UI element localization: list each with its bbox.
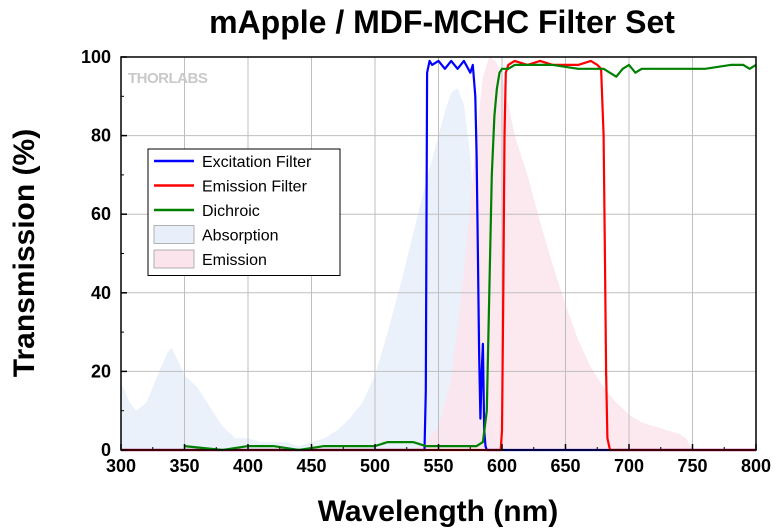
x-tick-label: 800: [741, 456, 771, 476]
y-tick-label: 80: [91, 126, 111, 146]
x-tick-label: 400: [233, 456, 263, 476]
y-tick-label: 20: [91, 361, 111, 381]
x-tick-label: 700: [614, 456, 644, 476]
emission-filter-line: [121, 59, 756, 452]
y-tick-label: 60: [91, 204, 111, 224]
x-tick-label: 750: [677, 456, 707, 476]
y-tick-label: 0: [101, 440, 111, 460]
x-tick-label: 300: [106, 456, 136, 476]
legend-swatch-emission: [153, 249, 195, 269]
x-tick-label: 500: [360, 456, 390, 476]
excitation-filter-line: [121, 59, 756, 452]
y-tick-label: 40: [91, 283, 111, 303]
y-axis-label: Transmission (%): [8, 129, 41, 377]
thorlabs-watermark: THORLABS: [128, 70, 208, 87]
legend-label-emission-filter: Emission Filter: [202, 179, 308, 196]
chart-title: mApple / MDF-MCHC Filter Set: [209, 4, 675, 40]
x-axis-label: Wavelength (nm): [318, 495, 559, 528]
legend-label-emission: Emission: [202, 252, 267, 269]
x-tick-label: 600: [487, 456, 517, 476]
absorption-area: [121, 88, 502, 451]
y-tick-label: 100: [81, 47, 111, 67]
x-tick-label: 350: [169, 456, 199, 476]
legend-label-excitation-filter: Excitation Filter: [202, 154, 312, 171]
x-tick-label: 650: [550, 456, 580, 476]
x-tick-label: 550: [423, 456, 453, 476]
legend-swatch-absorption: [153, 225, 195, 244]
legend-label-dichroic: Dichroic: [202, 203, 260, 220]
x-tick-label: 450: [296, 456, 326, 476]
legend-label-absorption: Absorption: [202, 228, 279, 245]
